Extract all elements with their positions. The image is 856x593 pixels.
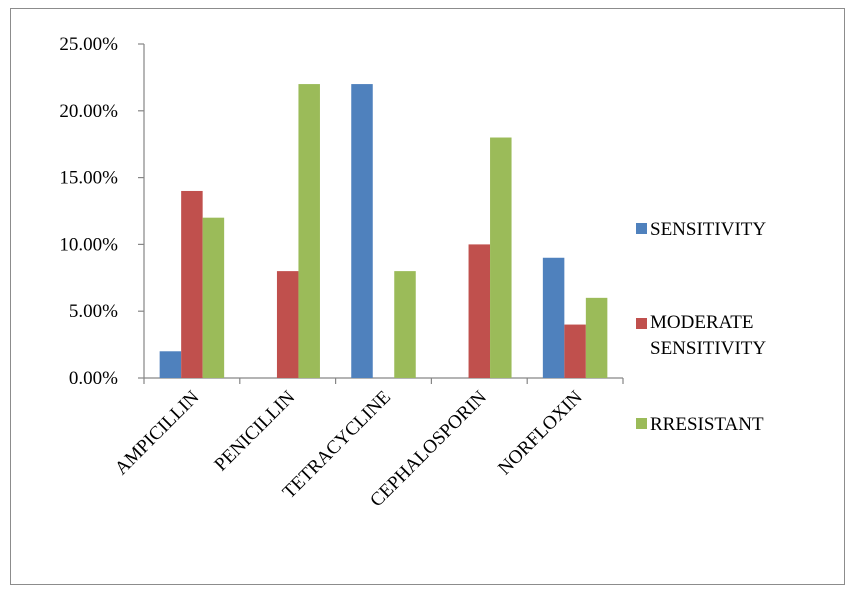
- y-tick-label: 10.00%: [59, 234, 118, 255]
- x-category-label: NORFLOXIN: [494, 386, 587, 479]
- bar: [394, 271, 416, 378]
- bar: [202, 217, 225, 378]
- legend-label: SENSITIVITY: [650, 219, 766, 240]
- bar: [585, 297, 608, 378]
- legend-label: MODERATE SENSITIVITY: [650, 312, 766, 359]
- bar: [468, 244, 491, 378]
- y-tick-label: 25.00%: [59, 34, 118, 55]
- legend-swatch: [636, 223, 647, 234]
- y-tick-label: 0.00%: [69, 368, 118, 389]
- bar: [298, 84, 320, 378]
- bar: [564, 324, 586, 378]
- bar: [542, 257, 565, 378]
- bar: [351, 84, 373, 378]
- bar: [490, 137, 512, 378]
- y-tick-label: 20.00%: [59, 101, 118, 122]
- bar: [181, 190, 203, 378]
- y-tick-label: 5.00%: [69, 301, 118, 322]
- legend-swatch: [636, 418, 647, 429]
- y-tick-label: 15.00%: [59, 168, 118, 189]
- bar: [159, 351, 182, 378]
- x-category-label: PENICILLIN: [211, 386, 300, 475]
- legend-swatch: [636, 318, 647, 329]
- legend-label: RRESISTANT: [650, 414, 764, 435]
- x-category-label: AMPICILLIN: [111, 386, 204, 479]
- chart-frame: [10, 8, 845, 585]
- bar: [276, 271, 299, 378]
